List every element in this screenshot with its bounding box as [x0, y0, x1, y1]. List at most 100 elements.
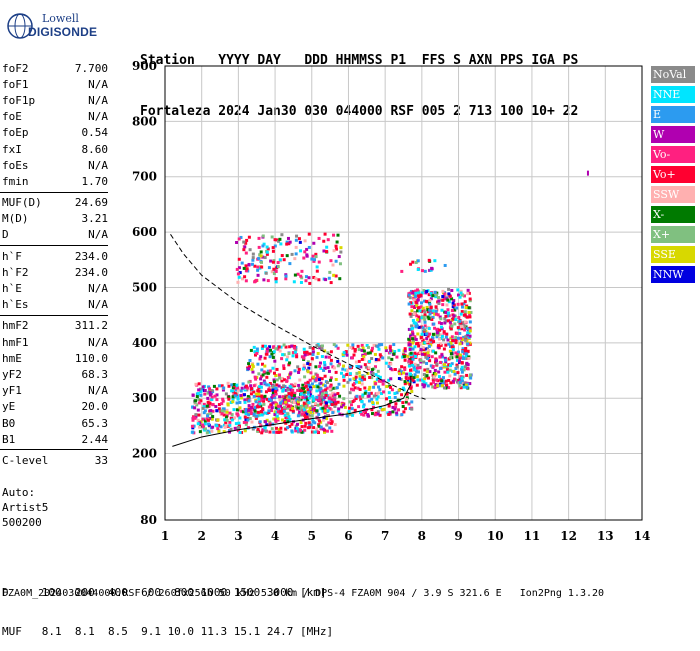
echo-point — [308, 378, 312, 382]
echo-point — [434, 305, 438, 309]
echo-point — [399, 377, 403, 381]
echo-point — [414, 300, 418, 304]
echo-point — [277, 407, 281, 411]
echo-point — [289, 386, 293, 390]
echo-point — [317, 344, 321, 348]
echo-point — [463, 335, 467, 339]
param-value: 68.3 — [81, 367, 109, 381]
echo-point — [273, 396, 277, 400]
echo-point — [251, 427, 255, 431]
echo-point — [317, 236, 321, 240]
echo-point — [277, 384, 281, 388]
logo-line1: Lowell — [42, 12, 79, 25]
echo-point — [320, 392, 324, 396]
echo-point — [279, 404, 283, 408]
echo-point — [309, 394, 313, 398]
echo-point — [401, 355, 405, 359]
echo-point — [201, 385, 205, 389]
echo-point — [236, 272, 240, 276]
echo-point — [295, 398, 299, 402]
echo-point — [423, 368, 427, 372]
echo-point — [384, 361, 388, 365]
echo-point — [454, 318, 458, 322]
echo-point — [370, 349, 374, 353]
echo-point — [412, 376, 416, 380]
echo-point — [405, 392, 409, 396]
echo-point — [315, 409, 319, 413]
echo-point — [455, 363, 459, 367]
x-tick-label: 3 — [234, 529, 242, 543]
echo-point — [451, 348, 455, 352]
echo-point — [296, 414, 300, 418]
param-label: fxI — [2, 142, 22, 156]
echo-point — [269, 259, 273, 263]
echo-point — [295, 353, 299, 357]
echo-point — [456, 326, 460, 330]
echo-point — [366, 372, 370, 376]
echo-point — [244, 279, 248, 283]
echo-point — [259, 385, 263, 389]
echo-point — [430, 317, 434, 321]
echo-point — [408, 296, 412, 300]
param-value: N/A — [88, 282, 108, 296]
echo-point — [446, 314, 450, 318]
param-value: N/A — [88, 298, 108, 312]
echo-point — [376, 410, 380, 414]
echo-point — [465, 327, 469, 331]
echo-point — [361, 395, 365, 399]
echo-point — [237, 266, 241, 270]
echo-point — [362, 413, 366, 417]
echo-point — [239, 235, 243, 239]
echo-point — [460, 341, 464, 345]
echo-point — [411, 326, 415, 330]
echo-point — [360, 348, 364, 352]
echo-point — [257, 390, 261, 394]
echo-point — [261, 234, 265, 238]
echo-point — [272, 371, 276, 375]
param-label: yF2 — [2, 367, 22, 381]
echo-point — [437, 344, 441, 348]
echo-point — [266, 371, 270, 375]
echo-point — [441, 355, 445, 359]
echo-point — [375, 378, 379, 382]
echo-point — [256, 429, 260, 433]
echo-point — [463, 338, 467, 342]
echo-point — [450, 288, 454, 292]
echo-point — [404, 400, 408, 404]
echo-point — [208, 387, 212, 391]
echo-point — [434, 372, 438, 376]
param-label: foE — [2, 110, 22, 124]
echo-point — [286, 386, 290, 390]
echo-point — [467, 310, 471, 314]
echo-point — [447, 342, 451, 346]
echo-point — [201, 423, 205, 427]
echo-point — [319, 402, 323, 406]
echo-point — [393, 396, 397, 400]
echo-point — [292, 400, 296, 404]
echo-point — [357, 380, 361, 384]
echo-point — [390, 368, 394, 372]
echo-point — [379, 379, 383, 383]
echo-point — [460, 370, 464, 374]
echo-point — [240, 261, 244, 265]
echo-point — [315, 344, 319, 348]
echo-point — [247, 380, 251, 384]
echo-point — [421, 346, 425, 350]
echo-point — [424, 299, 428, 303]
echo-point — [409, 351, 413, 355]
echo-point — [252, 407, 256, 411]
echo-point — [463, 349, 467, 353]
echo-point — [428, 268, 432, 272]
echo-point — [348, 406, 352, 410]
echo-point — [210, 395, 214, 399]
echo-point — [226, 424, 230, 428]
param-value: N/A — [88, 228, 108, 242]
echo-point — [240, 396, 244, 400]
echo-point — [255, 347, 259, 351]
echo-point — [408, 382, 412, 386]
echo-point — [395, 391, 399, 395]
echo-point — [366, 414, 370, 418]
echo-point — [268, 430, 272, 434]
echo-point — [299, 249, 303, 253]
echo-point — [303, 428, 307, 432]
